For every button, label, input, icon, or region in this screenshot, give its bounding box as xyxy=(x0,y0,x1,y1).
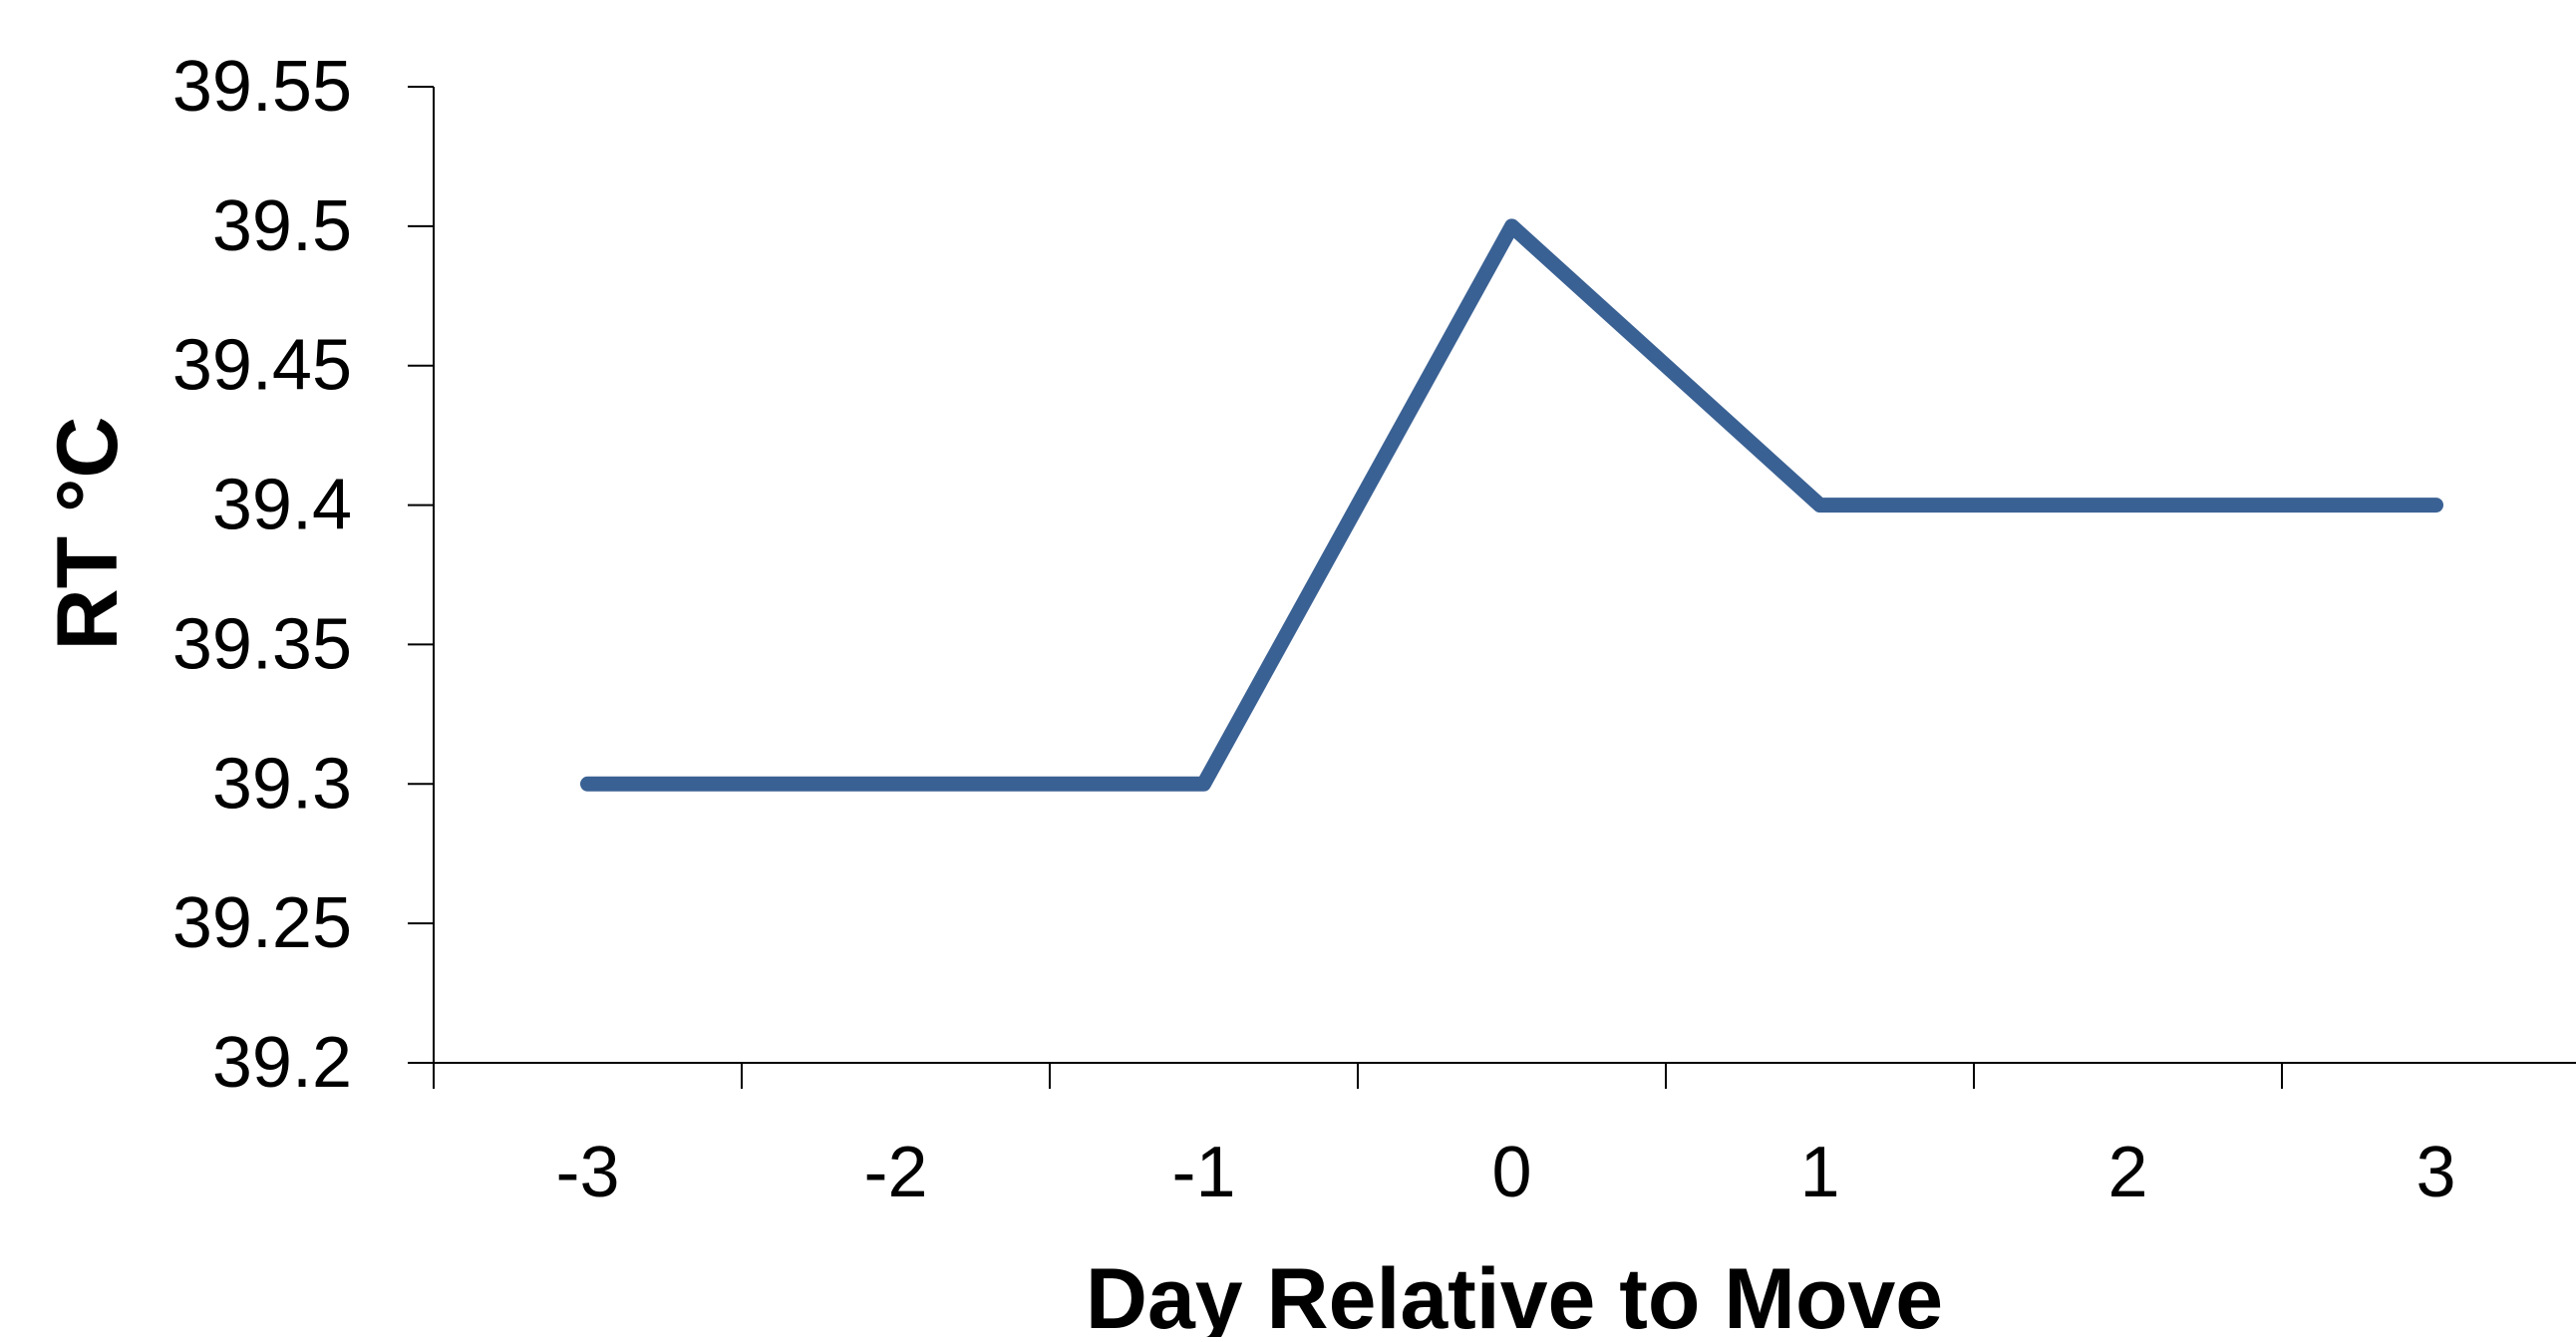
x-axis: -3 -2 -1 0 1 2 3 xyxy=(434,1063,2576,1212)
y-tick-label: 39.3 xyxy=(212,744,352,824)
y-tick-label: 39.35 xyxy=(172,604,352,684)
x-tick-label: 3 xyxy=(2415,1133,2455,1212)
series-layer xyxy=(587,226,2435,785)
x-tick-label: 2 xyxy=(2107,1133,2147,1212)
x-axis-title: Day Relative to Move xyxy=(1086,1251,1943,1337)
y-tick-label: 39.45 xyxy=(172,326,352,406)
y-tick-label: 39.2 xyxy=(212,1023,352,1103)
x-tick-label: 1 xyxy=(1799,1133,1839,1212)
x-tick-label: 0 xyxy=(1491,1133,1531,1212)
y-axis-title: RT °C xyxy=(40,416,136,650)
y-tick-label: 39.4 xyxy=(212,466,352,545)
x-tick-label: -3 xyxy=(555,1133,619,1212)
y-tick-label: 39.25 xyxy=(172,883,352,963)
x-tick-label: -1 xyxy=(1171,1133,1235,1212)
y-tick-label: 39.55 xyxy=(172,47,352,127)
series-line xyxy=(588,226,2436,784)
x-tick-label: -2 xyxy=(863,1133,927,1212)
y-tick-label: 39.5 xyxy=(212,186,352,266)
y-axis: 39.2 39.25 39.3 39.35 39.4 39.45 39.5 39.55 xyxy=(172,47,434,1103)
